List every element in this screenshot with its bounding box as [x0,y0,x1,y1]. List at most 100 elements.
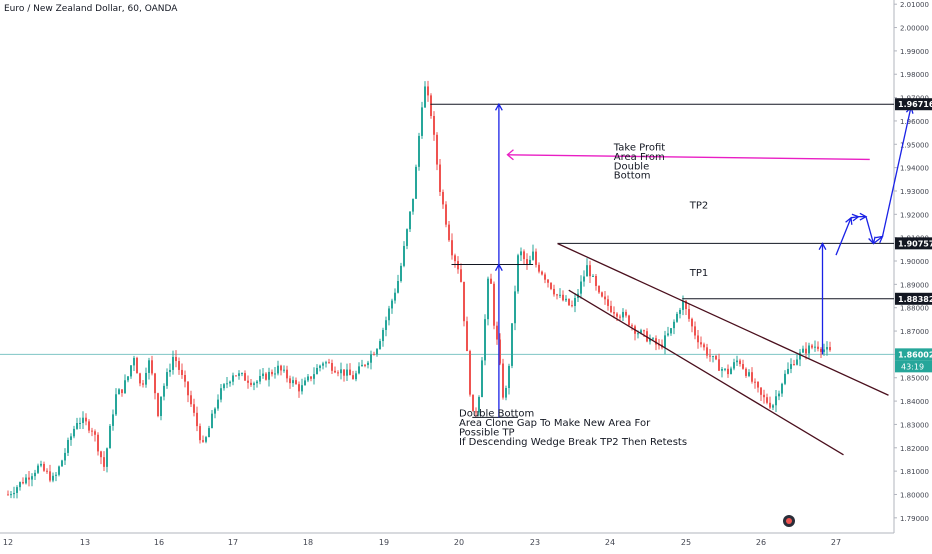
magenta-target-line[interactable] [507,154,870,161]
candle-up [712,355,714,357]
candle-down [562,294,564,301]
candle-up [574,298,576,307]
candle-down [85,417,87,422]
candle-up [652,338,654,340]
candle-up [37,465,39,473]
candle-up [391,300,393,309]
candle-up [796,359,798,365]
candle-down [448,224,450,241]
candle-up [205,437,207,442]
candle-down [496,325,498,340]
x-tick-label: 25 [681,538,691,547]
candle-up [622,311,624,318]
candle-down [280,365,282,371]
price-tag-label: 1.90757 [898,239,932,248]
candle-up [790,364,792,369]
wedge-trendline[interactable] [568,289,844,456]
candle-up [229,381,231,384]
candle-up [400,265,402,281]
candle-down [199,426,201,441]
zigzag-arrow[interactable] [873,235,883,245]
candle-up [13,492,15,495]
candle-down [28,477,30,480]
candle-up [799,352,801,360]
y-tick-label: 2.01000 [900,1,929,9]
candle-down [184,374,186,382]
candle-up [316,367,318,375]
candle-up [169,369,171,373]
candle-up [721,368,723,371]
price-axis[interactable] [894,0,932,550]
candle-down [298,384,300,392]
candle-up [784,373,786,384]
candle-down [265,373,267,380]
candle-down [745,368,747,376]
y-tick-label: 1.80000 [900,491,929,499]
candle-down [550,282,552,289]
candle-up [67,439,69,453]
zigzag-arrow[interactable] [835,217,852,256]
candle-down [610,305,612,313]
y-tick-label: 1.94000 [900,165,929,173]
candle-up [505,387,507,398]
candle-up [514,291,516,324]
candle-up [649,338,651,342]
candle-up [34,472,36,477]
candle-down [331,363,333,371]
annotation-text: Area From [614,152,665,163]
candle-up [232,375,234,382]
y-tick-label: 1.93000 [900,188,929,196]
candle-up [58,466,60,475]
candle-down [706,347,708,356]
candle-down [202,440,204,442]
candle-down [685,300,687,310]
candle-down [91,430,93,432]
candle-up [214,408,216,414]
candle-up [736,360,738,363]
candle-up [166,372,168,386]
candle-down [601,292,603,297]
candle-down [187,381,189,396]
candle-down [457,261,459,270]
candle-up [106,448,108,467]
x-tick-label: 20 [454,538,464,547]
candle-up [145,372,147,385]
x-tick-label: 12 [3,538,13,547]
candle-up [124,380,126,394]
candle-down [754,381,756,383]
candle-up [772,405,774,408]
candle-up [379,341,381,350]
candle-down [43,463,45,471]
candle-down [427,86,429,96]
candle-down [286,369,288,379]
candle-down [829,347,831,351]
y-tick-label: 1.84000 [900,398,929,406]
annotation-text: Area Clone Gap To Make New Area For [459,418,651,429]
candle-up [394,292,396,301]
candle-down [628,315,630,326]
zigzag-arrow[interactable] [865,216,875,244]
candle-up [160,396,162,416]
candle-down [466,321,468,352]
candle-up [16,487,18,493]
candle-down [295,380,297,385]
candle-up [301,385,303,392]
candle-down [445,204,447,225]
wedge-trendline[interactable] [557,242,889,396]
candle-down [631,325,633,327]
candle-down [751,372,753,382]
candle-up [679,309,681,314]
annotation-text: TP1 [689,268,709,279]
event-icon-dot [786,518,792,524]
x-tick-label: 18 [303,538,313,547]
candle-down [643,330,645,332]
candle-up [130,365,132,377]
x-tick-label: 24 [605,538,615,547]
zigzag-arrow[interactable] [881,106,912,237]
candle-down [151,360,153,374]
candle-up [172,356,174,370]
candle-down [553,288,555,295]
candle-up [25,477,27,484]
